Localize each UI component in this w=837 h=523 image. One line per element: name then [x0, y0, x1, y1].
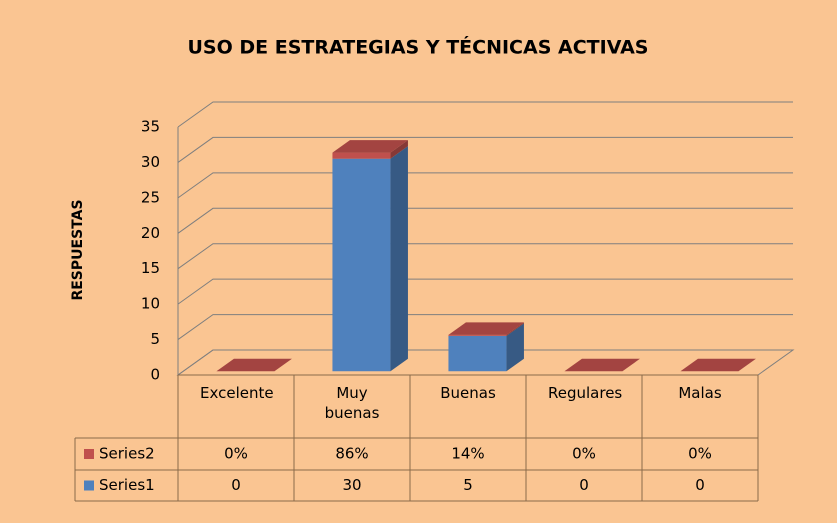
grid-line — [177, 136, 793, 163]
y-tick-label: 0 — [150, 366, 160, 384]
x-tick-label-box: Malas — [678, 384, 722, 402]
bar-top — [564, 358, 640, 372]
x-tick-label: Malas — [678, 384, 722, 402]
grid-line — [177, 278, 793, 305]
grid-line — [177, 243, 793, 270]
table-value: 0% — [572, 445, 596, 463]
grid-line — [177, 314, 793, 340]
bar-segment — [448, 335, 507, 372]
y-tick-label: 20 — [141, 224, 160, 242]
bar-top — [448, 322, 524, 335]
table-value: 0 — [695, 476, 705, 494]
bar-top — [332, 140, 408, 153]
y-tick-label: 10 — [141, 295, 160, 313]
y-tick-label: 25 — [141, 188, 160, 206]
bar-segment — [332, 152, 391, 159]
x-tick-label: Buenas — [440, 384, 496, 402]
x-tick-label: Excelente — [200, 384, 274, 402]
y-tick-label: 30 — [141, 153, 160, 171]
table-value: 86% — [335, 445, 368, 463]
grid-line — [177, 349, 793, 376]
chart-title: USO DE ESTRATEGIAS Y TÉCNICAS ACTIVAS — [188, 36, 649, 59]
x-tick-label-box: Excelente — [200, 384, 274, 402]
bar-side — [506, 323, 524, 372]
x-tick-label-box: Buenas — [440, 384, 496, 402]
table-value: 0% — [224, 445, 248, 463]
legend-swatch — [84, 480, 94, 491]
x-tick-label: Muy buenas — [324, 384, 380, 422]
bar-top — [216, 358, 292, 372]
y-tick-label: 5 — [150, 330, 160, 348]
grid-line — [177, 207, 793, 234]
y-tick-label: 15 — [141, 259, 160, 277]
grid-line — [177, 101, 793, 128]
bar-side — [390, 140, 408, 159]
table-value: 5 — [463, 476, 473, 494]
table-value: 0 — [579, 476, 589, 494]
table-value: 0 — [231, 476, 241, 494]
x-tick-label-box: Muy buenas — [324, 384, 380, 422]
table-value: 14% — [451, 445, 484, 463]
bar-segment — [332, 158, 391, 372]
table-value: 30 — [342, 476, 361, 494]
x-tick-label-box: Regulares — [548, 384, 623, 402]
bar-top — [680, 358, 756, 372]
y-axis-label: RESPUESTAS — [70, 199, 86, 300]
table-value: 0% — [688, 445, 712, 463]
y-tick-label: 35 — [141, 118, 160, 136]
bar-segment — [448, 334, 507, 336]
bar-side — [506, 322, 524, 336]
x-tick-label: Regulares — [548, 384, 623, 402]
legend-label: Series1 — [99, 476, 155, 494]
grid-line — [177, 172, 793, 199]
legend-swatch — [84, 449, 94, 459]
bar-side — [390, 146, 408, 372]
legend-label: Series2 — [99, 445, 155, 463]
